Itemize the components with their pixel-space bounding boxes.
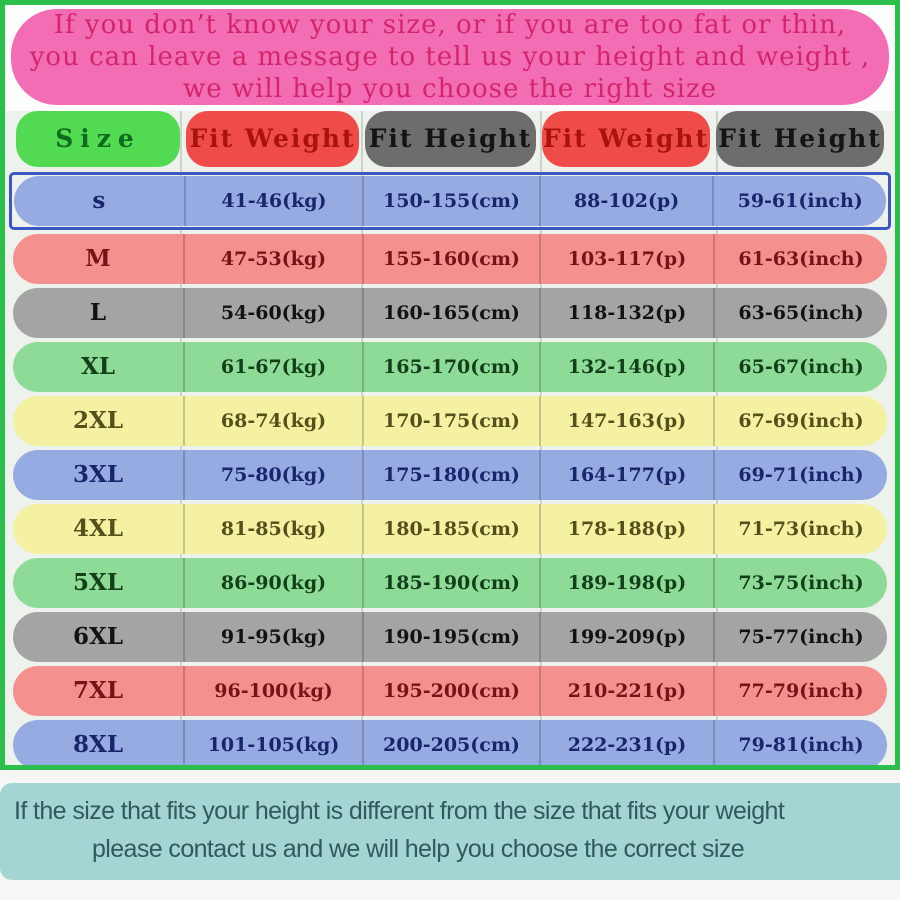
fit-weight-p-value: 103-117(p)	[538, 234, 713, 284]
fit-weight-p-value: 189-198(p)	[538, 558, 713, 608]
size-label: XL	[81, 353, 116, 380]
table-row-xl: XL 61-67(kg) 165-170(cm) 132-146(p) 65-6…	[13, 342, 887, 392]
fit-weight-p-value: 88-102(p)	[538, 176, 713, 226]
table-row-2xl: 2XL 68-74(kg) 170-175(cm) 147-163(p) 67-…	[13, 396, 887, 446]
fit-height-cm-value: 185-190(cm)	[361, 558, 539, 608]
header-pill-fit-height: Fit Height	[715, 111, 884, 167]
header-cell-size: Size	[13, 111, 183, 167]
size-label: 5XL	[73, 569, 124, 596]
fit-weight-p-value: 164-177(p)	[538, 450, 713, 500]
note-line: If the size that fits your height is dif…	[14, 797, 785, 825]
fit-weight-p-value: 222-231(p)	[538, 720, 713, 765]
fit-weight-p-value: 178-188(p)	[538, 504, 713, 554]
fit-height-inch-value: 71-73(inch)	[712, 504, 887, 554]
fit-weight-kg-value: 68-74(kg)	[183, 396, 362, 446]
fit-height-inch-value: 61-63(inch)	[712, 234, 887, 284]
fit-height-cm-value: 170-175(cm)	[361, 396, 539, 446]
size-label: 6XL	[73, 623, 124, 650]
banner-line: If you don’t know your size, or if you a…	[53, 10, 847, 40]
fit-weight-kg-value: 101-105(kg)	[183, 720, 362, 765]
header-pill-fit-height: Fit Height	[365, 111, 536, 167]
fit-weight-kg-value: 75-80(kg)	[183, 450, 362, 500]
header-cell-fit-weight-kg: Fit Weight	[183, 111, 362, 167]
banner-line: we will help you choose the right size	[182, 74, 718, 104]
size-label: 3XL	[73, 461, 124, 488]
fit-height-cm-value: 160-165(cm)	[361, 288, 539, 338]
fit-height-cm-value: 190-195(cm)	[361, 612, 539, 662]
fit-weight-kg-value: 96-100(kg)	[183, 666, 362, 716]
fit-height-cm-value: 175-180(cm)	[361, 450, 539, 500]
size-table: Size Fit Weight Fit Height Fit Weight Fi…	[5, 111, 895, 765]
header-cell-fit-weight-p: Fit Weight	[539, 111, 713, 167]
fit-height-cm-value: 200-205(cm)	[361, 720, 539, 765]
table-row-m: M 47-53(kg) 155-160(cm) 103-117(p) 61-63…	[13, 234, 887, 284]
header-pill-fit-weight: Fit Weight	[186, 111, 359, 167]
fit-height-inch-value: 75-77(inch)	[712, 612, 887, 662]
table-row-4xl: 4XL 81-85(kg) 180-185(cm) 178-188(p) 71-…	[13, 504, 887, 554]
fit-height-inch-value: 77-79(inch)	[712, 666, 887, 716]
size-label: L	[89, 299, 107, 326]
size-label: s	[92, 187, 106, 214]
size-help-banner: If you don’t know your size, or if you a…	[11, 9, 889, 105]
fit-weight-kg-value: 86-90(kg)	[183, 558, 362, 608]
fit-weight-kg-value: 54-60(kg)	[183, 288, 362, 338]
fit-height-inch-value: 69-71(inch)	[712, 450, 887, 500]
fit-weight-p-value: 118-132(p)	[538, 288, 713, 338]
fit-height-inch-value: 73-75(inch)	[712, 558, 887, 608]
size-label: 8XL	[73, 731, 124, 758]
table-header-row: Size Fit Weight Fit Height Fit Weight Fi…	[13, 111, 887, 167]
fit-weight-kg-value: 61-67(kg)	[183, 342, 362, 392]
fit-height-cm-value: 180-185(cm)	[361, 504, 539, 554]
banner-line: you can leave a message to tell us your …	[29, 42, 871, 72]
table-row-s: s 41-46(kg) 150-155(cm) 88-102(p) 59-61(…	[14, 176, 886, 226]
fit-weight-p-value: 210-221(p)	[538, 666, 713, 716]
selected-row-highlight: s 41-46(kg) 150-155(cm) 88-102(p) 59-61(…	[9, 172, 891, 230]
table-row-6xl: 6XL 91-95(kg) 190-195(cm) 199-209(p) 75-…	[13, 612, 887, 662]
size-chart-frame: If you don’t know your size, or if you a…	[0, 0, 900, 770]
fit-height-cm-value: 150-155(cm)	[362, 176, 539, 226]
fit-weight-kg-value: 41-46(kg)	[183, 176, 363, 226]
fit-weight-kg-value: 47-53(kg)	[183, 234, 362, 284]
table-row-3xl: 3XL 75-80(kg) 175-180(cm) 164-177(p) 69-…	[13, 450, 887, 500]
table-row-5xl: 5XL 86-90(kg) 185-190(cm) 189-198(p) 73-…	[13, 558, 887, 608]
fit-weight-kg-value: 81-85(kg)	[183, 504, 362, 554]
fit-height-inch-value: 67-69(inch)	[712, 396, 887, 446]
fit-height-inch-value: 79-81(inch)	[712, 720, 887, 765]
fit-weight-p-value: 199-209(p)	[538, 612, 713, 662]
fit-height-inch-value: 63-65(inch)	[712, 288, 887, 338]
header-pill-fit-weight: Fit Weight	[541, 111, 710, 167]
size-label: M	[85, 245, 111, 272]
size-label: 4XL	[73, 515, 124, 542]
table-row-8xl: 8XL 101-105(kg) 200-205(cm) 222-231(p) 7…	[13, 720, 887, 765]
contact-note: If the size that fits your height is dif…	[0, 783, 900, 880]
header-pill-size: Size	[16, 111, 181, 167]
fit-height-inch-value: 65-67(inch)	[712, 342, 887, 392]
fit-weight-p-value: 132-146(p)	[538, 342, 713, 392]
fit-height-inch-value: 59-61(inch)	[712, 176, 886, 226]
fit-height-cm-value: 155-160(cm)	[361, 234, 539, 284]
fit-height-cm-value: 165-170(cm)	[361, 342, 539, 392]
size-label: 2XL	[73, 407, 124, 434]
fit-weight-kg-value: 91-95(kg)	[183, 612, 362, 662]
header-cell-fit-height-cm: Fit Height	[362, 111, 539, 167]
table-row-l: L 54-60(kg) 160-165(cm) 118-132(p) 63-65…	[13, 288, 887, 338]
fit-weight-p-value: 147-163(p)	[538, 396, 713, 446]
table-row-7xl: 7XL 96-100(kg) 195-200(cm) 210-221(p) 77…	[13, 666, 887, 716]
note-line: please contact us and we will help you c…	[92, 835, 745, 863]
size-label: 7XL	[73, 677, 124, 704]
fit-height-cm-value: 195-200(cm)	[361, 666, 539, 716]
header-cell-fit-height-inch: Fit Height	[713, 111, 887, 167]
